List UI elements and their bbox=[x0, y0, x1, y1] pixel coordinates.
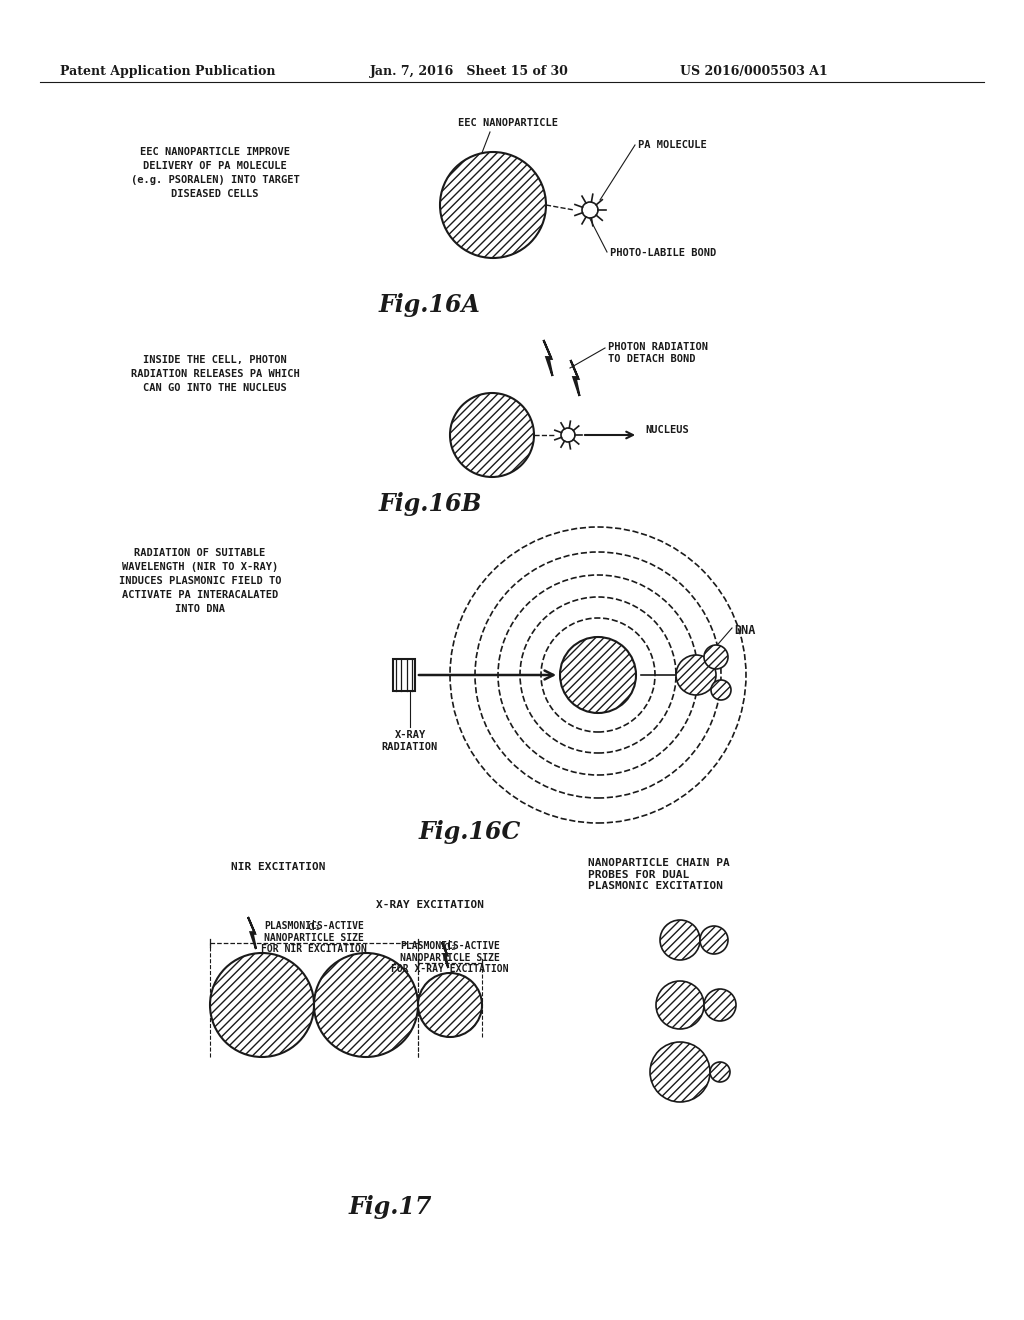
Text: X-RAY
RADIATION: X-RAY RADIATION bbox=[382, 730, 438, 751]
Text: Patent Application Publication: Patent Application Publication bbox=[60, 65, 275, 78]
Circle shape bbox=[582, 202, 598, 218]
Text: Fig.16B: Fig.16B bbox=[378, 492, 481, 516]
Text: d₂: d₂ bbox=[442, 940, 457, 953]
Polygon shape bbox=[441, 942, 449, 968]
Text: RADIATION OF SUITABLE
WAVELENGTH (NIR TO X-RAY)
INDUCES PLASMONIC FIELD TO
ACTIV: RADIATION OF SUITABLE WAVELENGTH (NIR TO… bbox=[119, 548, 282, 614]
Text: d₁: d₁ bbox=[307, 920, 322, 933]
Text: X-RAY EXCITATION: X-RAY EXCITATION bbox=[376, 900, 484, 909]
Text: Fig.16C: Fig.16C bbox=[419, 820, 521, 843]
Text: PLASMONICS-ACTIVE
NANOPARTICLE SIZE
FOR X-RAY EXCITATION: PLASMONICS-ACTIVE NANOPARTICLE SIZE FOR … bbox=[391, 941, 509, 974]
Text: PA MOLECULE: PA MOLECULE bbox=[638, 140, 707, 150]
Text: NUCLEUS: NUCLEUS bbox=[645, 425, 689, 436]
Text: US 2016/0005503 A1: US 2016/0005503 A1 bbox=[680, 65, 827, 78]
Circle shape bbox=[450, 393, 534, 477]
Bar bbox=[393, 659, 415, 690]
Text: NIR EXCITATION: NIR EXCITATION bbox=[230, 862, 326, 873]
Circle shape bbox=[705, 645, 728, 669]
Text: PHOTO-LABILE BOND: PHOTO-LABILE BOND bbox=[610, 248, 716, 257]
Polygon shape bbox=[544, 341, 553, 376]
Text: DNA: DNA bbox=[734, 624, 756, 638]
Circle shape bbox=[656, 981, 705, 1030]
Text: Fig.17: Fig.17 bbox=[348, 1195, 432, 1218]
Text: PHOTON RADIATION
TO DETACH BOND: PHOTON RADIATION TO DETACH BOND bbox=[608, 342, 708, 363]
Circle shape bbox=[650, 1041, 710, 1102]
Polygon shape bbox=[248, 917, 256, 949]
Circle shape bbox=[676, 655, 716, 696]
Text: PLASMONICS-ACTIVE
NANOPARTICLE SIZE
FOR NIR EXCITATION: PLASMONICS-ACTIVE NANOPARTICLE SIZE FOR … bbox=[261, 921, 367, 954]
Circle shape bbox=[560, 638, 636, 713]
Text: Fig.16A: Fig.16A bbox=[379, 293, 481, 317]
Circle shape bbox=[561, 428, 575, 442]
Circle shape bbox=[711, 680, 731, 700]
Circle shape bbox=[210, 953, 314, 1057]
Text: EEC NANOPARTICLE IMPROVE
DELIVERY OF PA MOLECULE
(e.g. PSORALEN) INTO TARGET
DIS: EEC NANOPARTICLE IMPROVE DELIVERY OF PA … bbox=[131, 147, 299, 199]
Circle shape bbox=[440, 152, 546, 257]
Circle shape bbox=[660, 920, 700, 960]
Text: NANOPARTICLE CHAIN PA
PROBES FOR DUAL
PLASMONIC EXCITATION: NANOPARTICLE CHAIN PA PROBES FOR DUAL PL… bbox=[588, 858, 730, 891]
Polygon shape bbox=[570, 360, 580, 396]
Circle shape bbox=[705, 989, 736, 1020]
Text: EEC NANOPARTICLE: EEC NANOPARTICLE bbox=[458, 117, 558, 128]
Text: INSIDE THE CELL, PHOTON
RADIATION RELEASES PA WHICH
CAN GO INTO THE NUCLEUS: INSIDE THE CELL, PHOTON RADIATION RELEAS… bbox=[131, 355, 299, 393]
Circle shape bbox=[710, 1063, 730, 1082]
Circle shape bbox=[314, 953, 418, 1057]
Text: Jan. 7, 2016   Sheet 15 of 30: Jan. 7, 2016 Sheet 15 of 30 bbox=[370, 65, 569, 78]
Circle shape bbox=[700, 927, 728, 954]
Circle shape bbox=[418, 973, 482, 1038]
